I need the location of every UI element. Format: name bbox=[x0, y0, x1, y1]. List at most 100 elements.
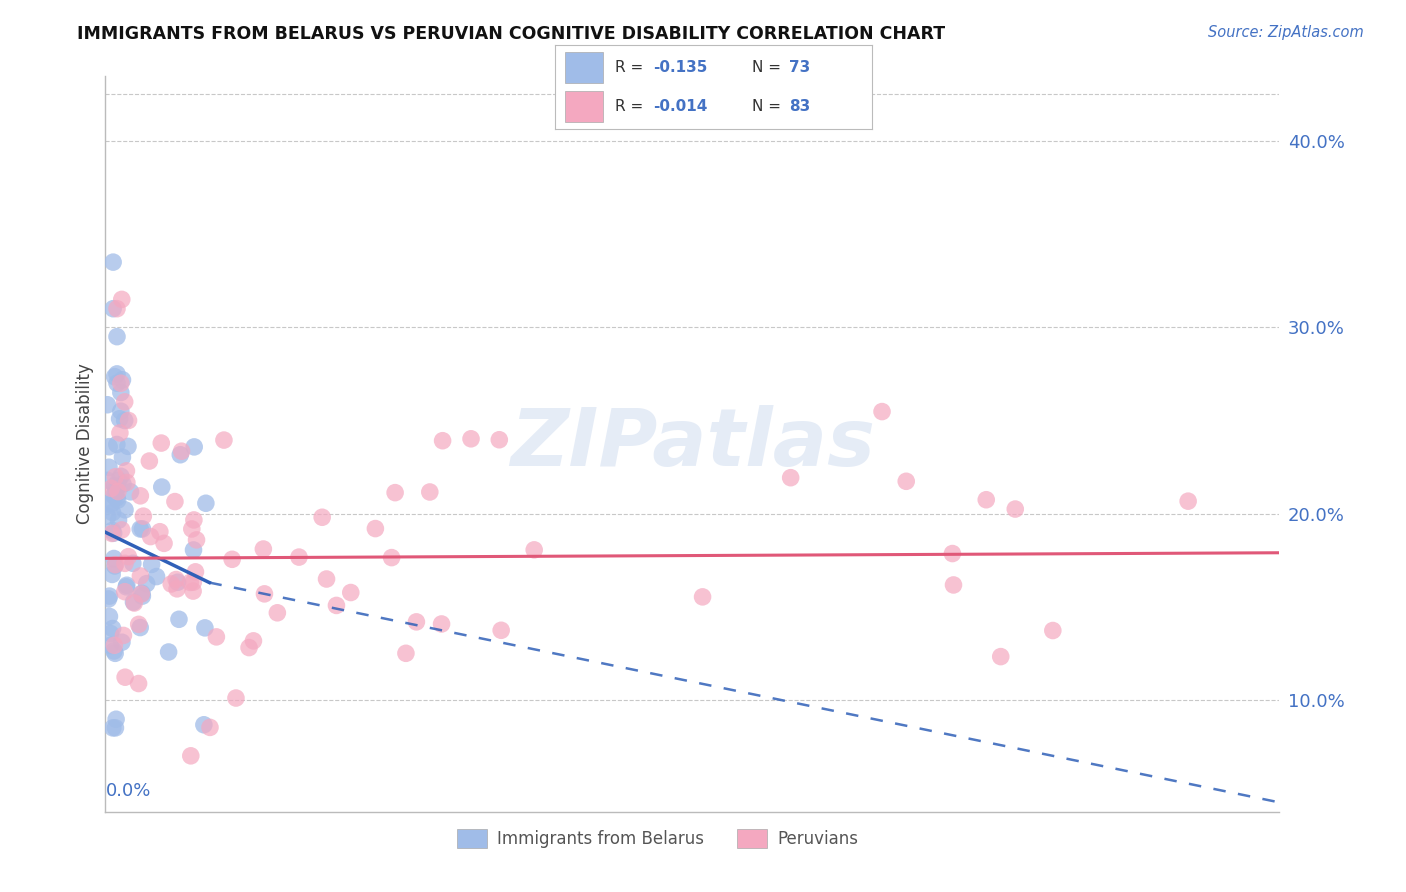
Text: R =: R = bbox=[616, 99, 648, 114]
Point bbox=[107, 484, 129, 499]
Point bbox=[111, 450, 134, 465]
Point bbox=[104, 721, 127, 735]
Point bbox=[184, 565, 207, 579]
Point bbox=[193, 718, 215, 732]
Point bbox=[163, 494, 186, 508]
Point bbox=[115, 464, 138, 478]
Text: IMMIGRANTS FROM BELARUS VS PERUVIAN COGNITIVE DISABILITY CORRELATION CHART: IMMIGRANTS FROM BELARUS VS PERUVIAN COGN… bbox=[77, 25, 945, 43]
Text: N =: N = bbox=[752, 60, 786, 75]
Point bbox=[1042, 624, 1064, 638]
Point bbox=[311, 510, 333, 524]
Point bbox=[98, 460, 121, 475]
Point bbox=[111, 373, 134, 387]
Point bbox=[97, 591, 120, 606]
Point bbox=[339, 585, 361, 599]
Point bbox=[114, 584, 136, 599]
Point bbox=[692, 590, 714, 604]
Point bbox=[194, 621, 217, 635]
Point bbox=[181, 575, 204, 590]
Point bbox=[105, 437, 128, 451]
Point bbox=[105, 367, 128, 381]
Point bbox=[100, 626, 122, 640]
Text: ZIPatlas: ZIPatlas bbox=[510, 405, 875, 483]
Point bbox=[179, 575, 201, 590]
Point bbox=[253, 587, 276, 601]
Point bbox=[103, 526, 125, 541]
Point bbox=[131, 587, 153, 601]
Point bbox=[432, 434, 454, 448]
Point bbox=[205, 630, 228, 644]
Point bbox=[100, 498, 122, 512]
Point bbox=[138, 454, 160, 468]
Text: -0.135: -0.135 bbox=[654, 60, 707, 75]
Point bbox=[157, 645, 180, 659]
Point bbox=[990, 649, 1012, 664]
Point bbox=[238, 640, 260, 655]
Point bbox=[170, 444, 193, 458]
Point bbox=[101, 526, 124, 541]
Point bbox=[111, 523, 134, 537]
Point bbox=[186, 533, 208, 547]
Point bbox=[131, 522, 153, 536]
Text: -0.014: -0.014 bbox=[654, 99, 707, 114]
Point bbox=[110, 385, 132, 400]
Point bbox=[103, 644, 125, 658]
Point bbox=[110, 376, 132, 391]
Point bbox=[896, 475, 918, 489]
Point bbox=[181, 584, 204, 599]
Point bbox=[139, 530, 162, 544]
Point bbox=[150, 436, 173, 450]
Point bbox=[166, 582, 188, 596]
Point bbox=[135, 576, 157, 591]
Text: 73: 73 bbox=[790, 60, 811, 75]
Point bbox=[120, 484, 142, 499]
Point bbox=[101, 622, 124, 636]
Point bbox=[252, 541, 274, 556]
Point bbox=[395, 646, 418, 660]
Point bbox=[114, 395, 136, 409]
Point bbox=[183, 440, 205, 454]
Point bbox=[115, 580, 138, 594]
Point bbox=[131, 589, 153, 603]
Point bbox=[489, 624, 512, 638]
Point bbox=[97, 509, 120, 524]
Point bbox=[115, 578, 138, 592]
Point bbox=[460, 432, 482, 446]
Point bbox=[104, 479, 127, 493]
Point bbox=[107, 513, 129, 527]
Point bbox=[101, 721, 124, 735]
Point bbox=[111, 635, 134, 649]
Text: 83: 83 bbox=[790, 99, 811, 114]
Point bbox=[419, 485, 441, 500]
Point bbox=[129, 522, 152, 536]
Point bbox=[117, 439, 139, 453]
Y-axis label: Cognitive Disability: Cognitive Disability bbox=[76, 363, 94, 524]
Point bbox=[103, 488, 125, 502]
Point bbox=[180, 748, 202, 763]
Point bbox=[96, 474, 118, 488]
Point bbox=[104, 646, 127, 660]
Point bbox=[779, 471, 801, 485]
Point bbox=[160, 577, 183, 591]
Point bbox=[98, 589, 121, 603]
Point bbox=[114, 503, 136, 517]
Point bbox=[101, 506, 124, 520]
Point bbox=[381, 550, 404, 565]
Point bbox=[105, 301, 128, 316]
Point bbox=[104, 559, 127, 574]
Point bbox=[288, 550, 311, 565]
Point bbox=[131, 586, 153, 600]
Point bbox=[112, 628, 135, 642]
Point bbox=[870, 404, 893, 418]
Point bbox=[98, 639, 121, 653]
Point bbox=[104, 469, 127, 483]
Point bbox=[122, 595, 145, 609]
Legend: Immigrants from Belarus, Peruvians: Immigrants from Belarus, Peruvians bbox=[450, 822, 865, 855]
Point bbox=[105, 376, 128, 391]
Point bbox=[96, 398, 118, 412]
Point bbox=[430, 617, 453, 632]
Point bbox=[405, 615, 427, 629]
Point bbox=[105, 491, 128, 505]
Point bbox=[101, 567, 124, 582]
Text: 0.0%: 0.0% bbox=[105, 782, 150, 800]
